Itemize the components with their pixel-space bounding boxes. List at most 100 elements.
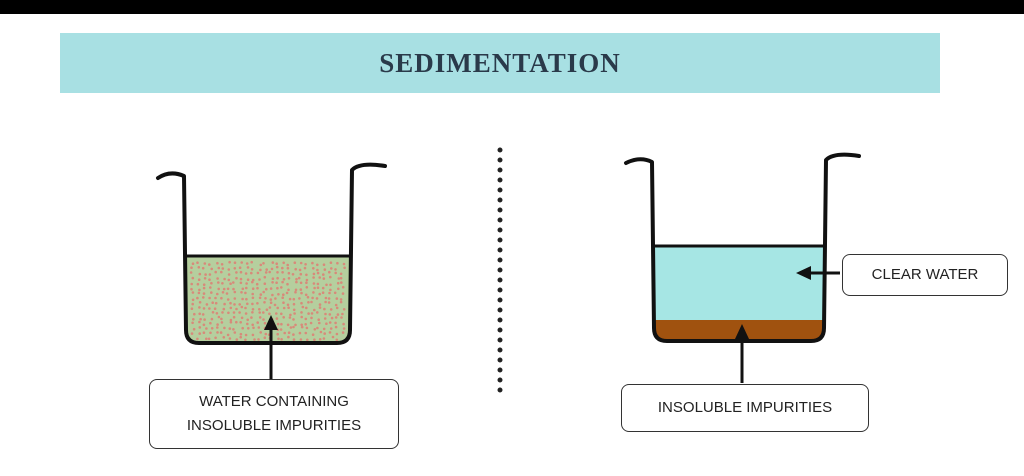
impurity-particle <box>240 316 244 320</box>
right-beaker-outline <box>624 152 861 343</box>
impurity-particle <box>274 297 277 300</box>
impurity-particle <box>318 303 322 306</box>
impurity-particle <box>208 278 211 282</box>
impurity-particle <box>287 277 291 280</box>
impurity-particle <box>221 311 224 314</box>
impurity-particle <box>329 275 332 279</box>
impurity-particle <box>343 266 346 270</box>
impurity-particle <box>196 337 199 341</box>
impurity-particle <box>268 270 272 274</box>
impurity-particle <box>280 338 283 341</box>
impurity-particle <box>196 296 199 300</box>
impurity-particle <box>205 337 208 341</box>
impurity-particle <box>286 282 289 286</box>
impurity-particle <box>259 293 263 296</box>
label-insoluble-impurities: INSOLUBLE IMPURITIES <box>621 384 869 432</box>
sediment-arrow-head <box>735 324 749 339</box>
impurity-particle <box>336 281 340 285</box>
impurity-particle <box>312 291 315 294</box>
impurity-particle <box>292 297 296 301</box>
impurity-particle <box>299 272 303 276</box>
impurity-particle <box>307 312 310 315</box>
impurity-particle <box>239 281 243 285</box>
impurity-particle <box>222 336 226 339</box>
impurity-particle <box>262 290 266 294</box>
impurity-particle <box>275 281 278 285</box>
impurity-particle <box>335 332 339 336</box>
impurity-particle <box>201 266 205 270</box>
impurity-particle <box>322 273 325 276</box>
impurity-particle <box>309 321 313 325</box>
impurity-particle <box>294 323 297 327</box>
impurity-particle <box>316 271 320 275</box>
impurity-particle <box>269 298 273 301</box>
impurity-particle <box>323 317 327 320</box>
impurity-particle <box>288 297 292 301</box>
impurity-particle <box>227 278 231 282</box>
impurity-particle <box>246 266 250 269</box>
impurity-particle <box>329 308 333 311</box>
impurity-particle <box>324 312 327 316</box>
impurity-particle <box>270 267 274 271</box>
impurity-particle <box>233 303 236 306</box>
impurity-particle <box>223 326 226 330</box>
impurity-particle <box>226 298 230 301</box>
impurity-particle <box>226 287 230 291</box>
impurity-particle <box>310 300 313 304</box>
impurity-particle <box>190 332 194 335</box>
impurity-particle <box>304 293 308 297</box>
impurity-particle <box>232 315 236 319</box>
impurity-particle <box>265 287 268 291</box>
impurity-particle <box>256 302 259 305</box>
impurity-particle <box>265 308 269 312</box>
impurity-particle <box>214 301 218 305</box>
impurity-particle <box>330 316 334 320</box>
impurity-particle <box>282 316 286 319</box>
impurity-particle <box>191 291 195 294</box>
impurity-particle <box>190 307 194 311</box>
impurity-particle <box>271 261 275 264</box>
impurity-particle <box>251 302 254 306</box>
impurity-particle <box>211 301 214 305</box>
impurity-particle <box>225 292 229 295</box>
impurity-particle <box>239 332 243 336</box>
impurity-particle <box>312 276 315 279</box>
impurity-particle <box>239 321 242 324</box>
impurity-particle <box>300 325 304 329</box>
impurity-particle <box>300 323 304 327</box>
impurity-particle <box>339 272 343 276</box>
impurity-particle <box>202 323 206 327</box>
impurity-particle <box>285 291 289 295</box>
impurity-particle <box>191 298 195 302</box>
impurity-particle <box>199 317 202 321</box>
impurity-particle <box>311 261 314 265</box>
impurity-particle <box>204 273 207 276</box>
muddy-water <box>186 256 350 343</box>
impurity-particle <box>220 317 223 321</box>
impurity-particle <box>298 297 301 300</box>
impurity-particle <box>342 262 346 266</box>
impurity-particle <box>209 331 212 335</box>
impurity-particle <box>232 311 236 314</box>
impurity-particle <box>244 338 247 342</box>
impurity-particle <box>316 286 320 290</box>
impurity-particle <box>250 260 253 264</box>
impurity-particle <box>223 302 226 306</box>
impurity-particle <box>268 312 271 316</box>
impurity-particle <box>282 278 286 281</box>
clear-water-arrow-head <box>796 266 811 280</box>
impurity-particle <box>305 286 309 289</box>
impurity-particle <box>288 316 292 319</box>
impurity-particle <box>318 338 322 341</box>
impurity-particle <box>276 332 280 336</box>
impurity-particle <box>221 291 225 294</box>
impurity-particle <box>216 277 219 280</box>
impurity-particle <box>207 337 211 341</box>
impurity-particle <box>201 313 205 316</box>
impurity-particle <box>239 277 243 281</box>
impurity-particle <box>264 271 268 274</box>
impurity-particle <box>228 337 232 340</box>
impurity-particle <box>316 311 319 314</box>
impurity-particle <box>304 331 308 335</box>
impurity-particle <box>227 311 230 315</box>
